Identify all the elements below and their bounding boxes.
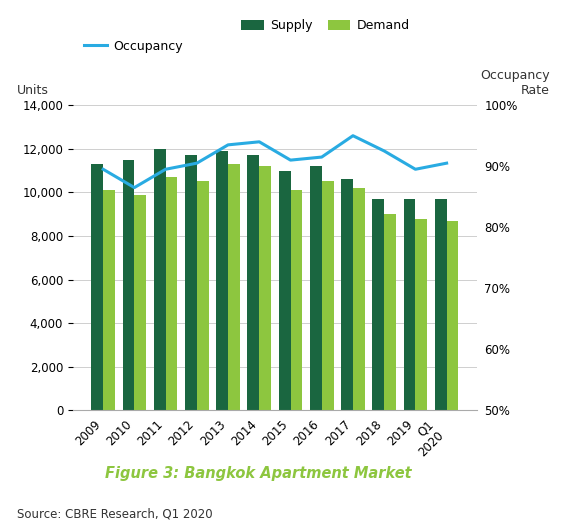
Bar (353, 188, 365, 410)
Text: Occupancy
Rate: Occupancy Rate (480, 69, 550, 97)
Text: Figure 3: Bangkok Apartment Market: Figure 3: Bangkok Apartment Market (105, 466, 411, 481)
Occupancy (381, 148, 388, 154)
Bar (279, 170, 291, 410)
Bar (154, 149, 165, 410)
Bar (91, 164, 103, 410)
Legend: Occupancy: Occupancy (79, 35, 187, 58)
Bar (259, 166, 271, 410)
Bar (373, 199, 384, 410)
Bar (103, 190, 115, 410)
Bar (197, 181, 209, 410)
Occupancy (100, 166, 107, 173)
Bar (384, 214, 396, 410)
Line: Occupancy: Occupancy (103, 136, 447, 188)
Bar (447, 221, 458, 410)
Bar (415, 218, 427, 410)
Bar (135, 195, 146, 410)
Bar (435, 199, 447, 410)
Bar (321, 181, 334, 410)
Occupancy (162, 166, 169, 173)
Bar (228, 164, 240, 410)
Occupancy (131, 185, 138, 191)
Bar (122, 160, 135, 410)
Bar (291, 190, 302, 410)
Bar (216, 151, 228, 410)
Bar (247, 155, 259, 410)
Bar (403, 199, 415, 410)
Bar (185, 155, 197, 410)
Bar (310, 166, 321, 410)
Bar (165, 177, 177, 410)
Occupancy (256, 139, 263, 145)
Occupancy (318, 154, 325, 160)
Occupancy (443, 160, 450, 166)
Bar (341, 179, 353, 410)
Legend: Supply, Demand: Supply, Demand (236, 14, 415, 37)
Occupancy (350, 133, 356, 139)
Occupancy (287, 157, 294, 163)
Occupancy (412, 166, 419, 173)
Occupancy (194, 160, 200, 166)
Text: Source: CBRE Research, Q1 2020: Source: CBRE Research, Q1 2020 (17, 508, 213, 521)
Occupancy (225, 141, 232, 148)
Text: Units: Units (17, 84, 49, 97)
